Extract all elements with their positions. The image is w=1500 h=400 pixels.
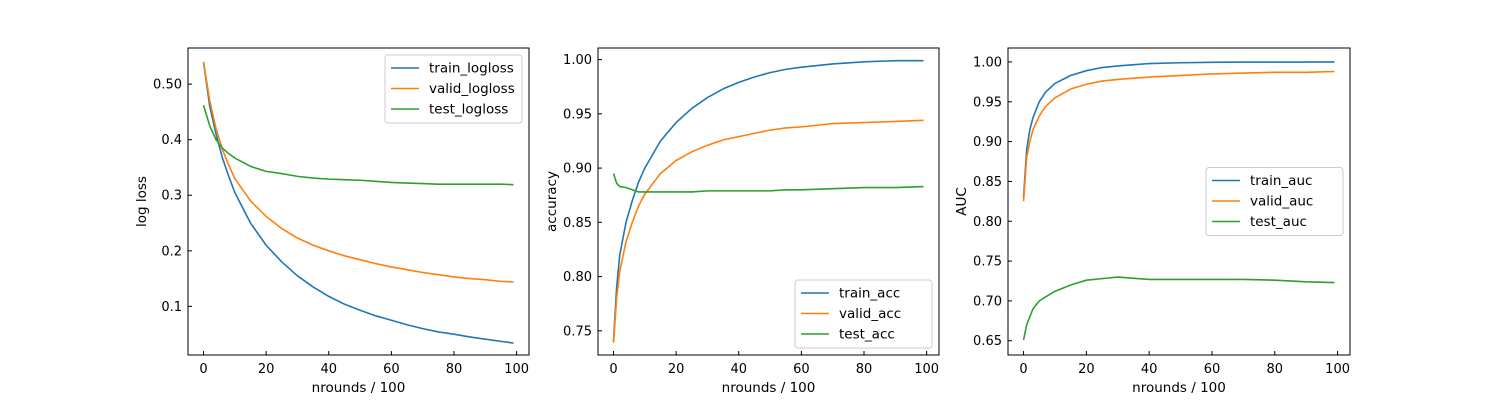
y-tick-label: 0.65	[973, 334, 1002, 349]
series-line-train_acc	[612, 59, 924, 342]
series-line-test_logloss	[202, 104, 514, 186]
series-line-train_logloss	[202, 61, 514, 344]
series-line-test_auc	[1022, 276, 1335, 341]
y-axis-label: AUC	[954, 187, 970, 216]
y-tick-label: 0.95	[563, 107, 592, 122]
legend: train_auc valid_auc test_auc	[1205, 167, 1344, 236]
legend-box	[1205, 167, 1344, 236]
y-tick-label: 0.70	[973, 294, 1002, 309]
series-line-valid_auc	[1022, 70, 1335, 202]
x-tick-label: 100	[1325, 362, 1350, 377]
chart-1: 0 20 40 60 80 100 0.1 0.2 0.3 0.4 0.50 nrounds / 10…	[134, 47, 530, 396]
x-tick-label: 80	[856, 362, 873, 377]
y-tick-label: 0.85	[973, 175, 1002, 190]
y-tick-label: 1.00	[973, 55, 1002, 70]
x-tick-label: 0	[609, 362, 617, 377]
legend-label-train_acc: train_acc	[839, 286, 900, 302]
plot-frame	[187, 47, 530, 356]
legend-label-valid_auc: valid_auc	[1250, 194, 1313, 210]
x-tick-label: 100	[914, 362, 939, 377]
y-tick-label: 0.85	[563, 216, 592, 231]
y-tick-label: 0.80	[563, 270, 592, 285]
legend-label-valid_logloss: valid_logloss	[429, 81, 515, 97]
legend-label-test_logloss: test_logloss	[429, 102, 508, 118]
chart-2: 0 20 40 60 80 100 0.75 0.80 0.85 0.90 0.95 1.00 nrou…	[544, 47, 940, 396]
x-tick-label: 20	[668, 362, 685, 377]
x-tick-label: 80	[446, 362, 463, 377]
y-tick-label: 0.1	[161, 300, 182, 315]
y-tick-label: 0.2	[161, 244, 182, 259]
y-tick-label: 0.3	[161, 189, 182, 204]
legend: train_logloss valid_logloss test_logloss	[384, 54, 523, 124]
x-tick-label: 100	[504, 362, 529, 377]
legend-label-train_logloss: train_logloss	[429, 61, 514, 77]
y-tick-label: 0.75	[563, 324, 592, 339]
plot-frame	[597, 47, 940, 356]
x-tick-label: 20	[1078, 362, 1095, 377]
y-tick-label: 0.80	[973, 215, 1002, 230]
chart-3: 0 20 40 60 80 100 0.65 0.70 0.75 0.80 0.85 0.90 0.95…	[954, 47, 1351, 396]
y-tick-label: 0.4	[161, 133, 182, 148]
legend-box	[384, 54, 523, 124]
plot-frame	[1007, 47, 1351, 356]
y-tick-label: 0.75	[973, 255, 1002, 270]
x-axis-label: nrounds / 100	[312, 380, 406, 396]
series-line-train_auc	[1022, 61, 1335, 198]
x-axis-label: nrounds / 100	[722, 380, 816, 396]
x-tick-label: 60	[793, 362, 810, 377]
x-tick-label: 20	[258, 362, 275, 377]
y-tick-label: 0.95	[973, 95, 1002, 110]
y-tick-label: 0.90	[973, 135, 1002, 150]
series-line-valid_acc	[612, 119, 924, 343]
y-tick-label: 0.90	[563, 162, 592, 177]
y-tick-label: 0.50	[153, 78, 182, 93]
x-tick-label: 60	[1204, 362, 1221, 377]
y-axis-label: accuracy	[544, 171, 560, 232]
x-tick-label: 0	[199, 362, 207, 377]
legend-label-train_auc: train_auc	[1250, 173, 1312, 189]
y-axis-label: log loss	[134, 176, 150, 227]
series-line-test_acc	[612, 173, 924, 193]
x-axis-label: nrounds / 100	[1132, 380, 1226, 396]
legend-box	[794, 279, 933, 349]
y-tick-label: 1.00	[563, 53, 592, 68]
x-tick-label: 40	[730, 362, 747, 377]
series-line-valid_logloss	[202, 61, 514, 283]
legend: train_acc valid_acc test_acc	[794, 279, 933, 349]
legend-label-valid_acc: valid_acc	[839, 306, 901, 322]
x-tick-label: 80	[1267, 362, 1284, 377]
x-tick-label: 60	[383, 362, 400, 377]
x-tick-label: 40	[320, 362, 337, 377]
legend-label-test_acc: test_acc	[839, 327, 895, 343]
legend-label-test_auc: test_auc	[1250, 214, 1307, 230]
x-tick-label: 0	[1019, 362, 1027, 377]
x-tick-label: 40	[1141, 362, 1158, 377]
